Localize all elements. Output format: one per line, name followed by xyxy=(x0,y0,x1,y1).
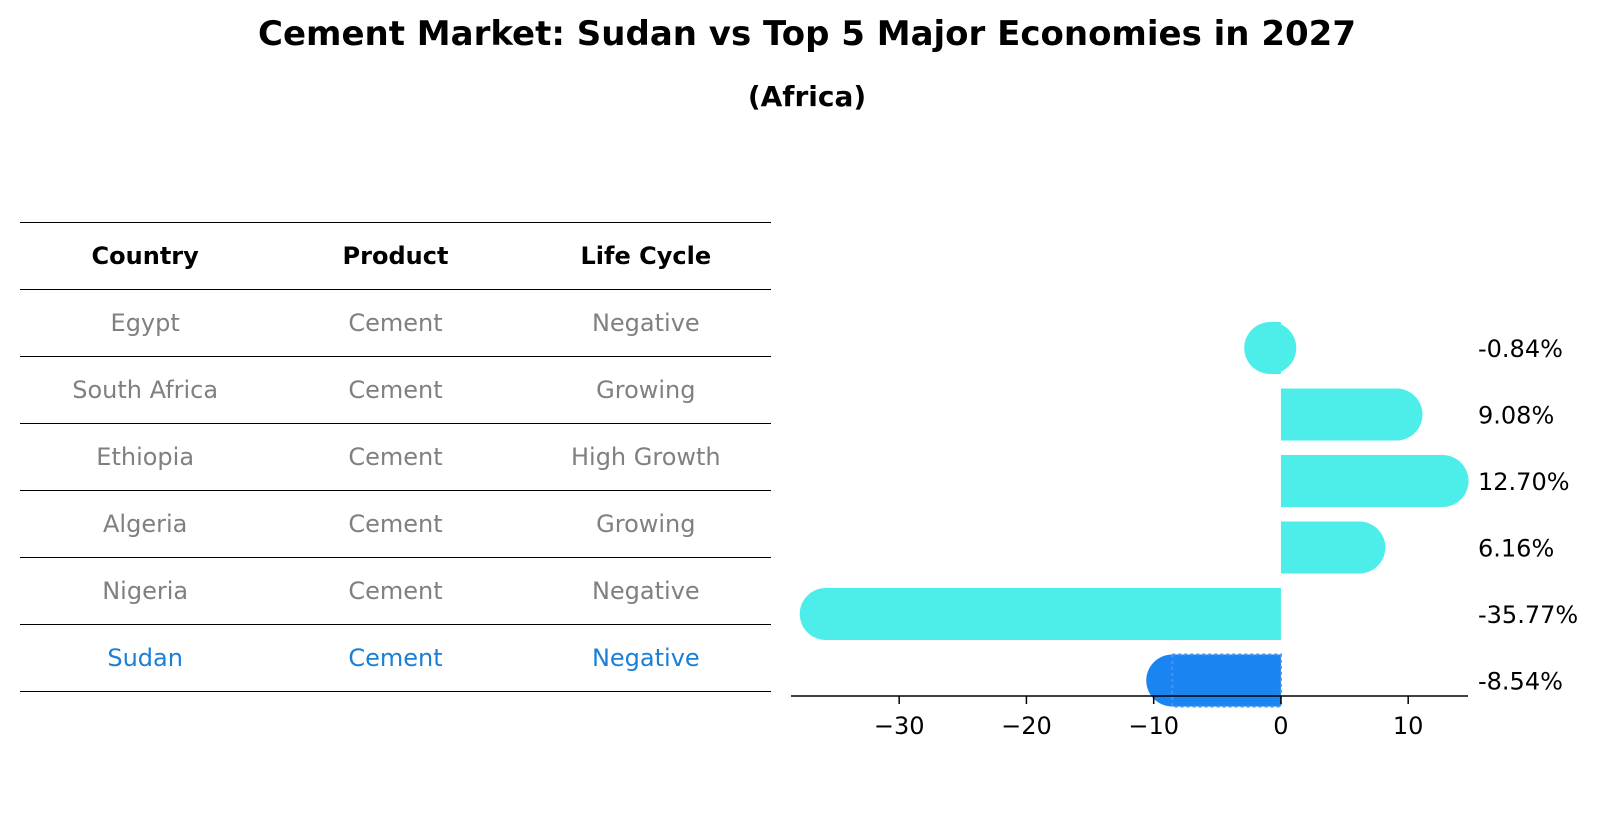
bar-cap xyxy=(1370,388,1423,441)
table-row-highlight: Sudan Cement Negative xyxy=(20,624,771,692)
bar-value-label: -8.54% xyxy=(1478,668,1563,696)
country-cell: Nigeria xyxy=(102,577,189,605)
bar-highlight-outline xyxy=(1171,653,1282,708)
bar xyxy=(1280,455,1469,507)
country-cell: Sudan xyxy=(107,644,183,672)
bar-value-label: 9.08% xyxy=(1478,402,1554,430)
product-cell: Cement xyxy=(348,577,443,605)
product-cell: Cement xyxy=(348,376,443,404)
bar xyxy=(1146,653,1282,708)
product-cell: Cement xyxy=(348,510,443,538)
life-cycle-cell: High Growth xyxy=(570,443,721,471)
table-row: South Africa Cement Growing xyxy=(20,356,771,423)
x-tick-label: −10 xyxy=(1128,712,1179,740)
x-tick-label: 0 xyxy=(1273,712,1288,740)
header-product: Product xyxy=(342,242,449,270)
life-cycle-cell: Negative xyxy=(591,309,700,337)
bar-cap xyxy=(1244,322,1297,374)
country-cell: Ethiopia xyxy=(96,443,195,471)
bar xyxy=(799,588,1281,640)
x-tick-label: 10 xyxy=(1393,712,1424,740)
chart-title: Cement Market: Sudan vs Top 5 Major Econ… xyxy=(258,14,1356,54)
bar xyxy=(1244,322,1297,374)
bar-value-label: 6.16% xyxy=(1478,535,1554,563)
bar xyxy=(1280,521,1386,574)
bar-value-label: -35.77% xyxy=(1478,601,1578,629)
table-header-row: Country Product Life Cycle xyxy=(20,222,771,289)
life-cycle-cell: Growing xyxy=(596,510,696,538)
country-cell: Egypt xyxy=(110,309,180,337)
header-country: Country xyxy=(91,242,199,270)
bar xyxy=(1280,388,1423,441)
product-cell: Cement xyxy=(348,644,443,672)
life-cycle-cell: Growing xyxy=(596,376,696,404)
bar-cap xyxy=(1416,455,1469,507)
bar-cap xyxy=(799,588,852,640)
bar-value-label: -0.84% xyxy=(1478,335,1563,363)
country-cell: South Africa xyxy=(72,376,219,404)
x-tick-label: −20 xyxy=(1001,712,1052,740)
life-cycle-cell: Negative xyxy=(591,644,700,672)
x-tick-label: −30 xyxy=(874,712,925,740)
table-row: Nigeria Cement Negative xyxy=(20,557,771,624)
bar-value-label: 12.70% xyxy=(1478,468,1570,496)
header-life-cycle: Life Cycle xyxy=(580,242,712,270)
bar-body xyxy=(1280,455,1443,507)
table-row: Algeria Cement Growing xyxy=(20,490,771,557)
bar-cap xyxy=(1333,521,1386,574)
product-cell: Cement xyxy=(348,443,443,471)
country-cell: Algeria xyxy=(103,510,188,538)
table-row: Egypt Cement Negative xyxy=(20,289,771,356)
life-cycle-cell: Negative xyxy=(591,577,700,605)
bar-body xyxy=(825,588,1281,640)
chart-subtitle: (Africa) xyxy=(747,80,867,113)
table-row: Ethiopia Cement High Growth xyxy=(20,423,771,490)
product-cell: Cement xyxy=(348,309,443,337)
data-table: Country Product Life Cycle Egypt Cement … xyxy=(20,222,771,692)
